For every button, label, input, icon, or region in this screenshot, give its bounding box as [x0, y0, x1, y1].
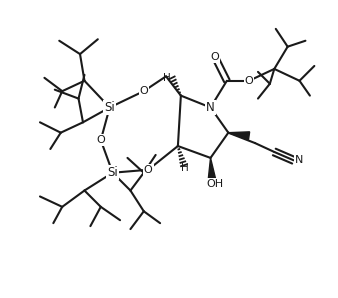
- Text: O: O: [211, 52, 219, 62]
- Text: O: O: [139, 86, 148, 96]
- Text: O: O: [96, 135, 105, 145]
- Text: N: N: [295, 155, 303, 165]
- Text: Si: Si: [104, 101, 115, 114]
- Text: H: H: [163, 73, 170, 83]
- Text: N: N: [206, 101, 215, 114]
- Text: O: O: [245, 76, 254, 86]
- Text: Si: Si: [107, 166, 118, 179]
- Text: H: H: [182, 163, 189, 173]
- Polygon shape: [208, 158, 216, 180]
- Text: OH: OH: [207, 179, 223, 189]
- Polygon shape: [228, 132, 250, 139]
- Text: O: O: [144, 165, 153, 175]
